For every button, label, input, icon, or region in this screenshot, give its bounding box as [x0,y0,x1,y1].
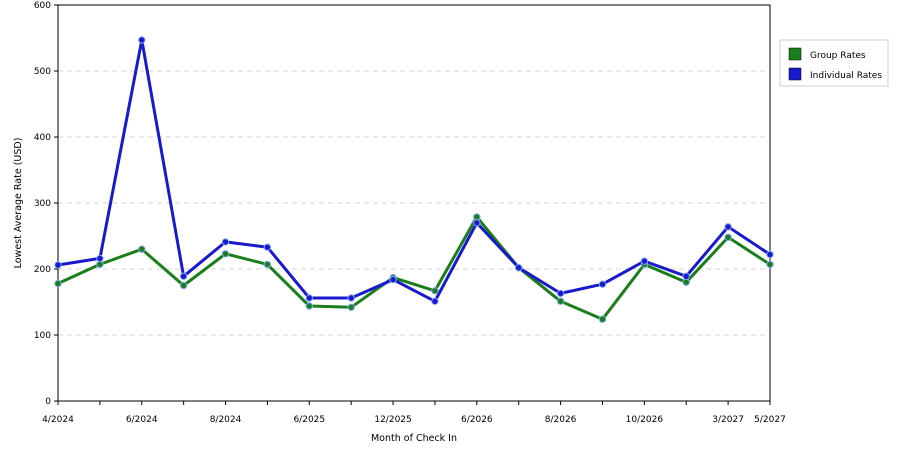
data-point-individual-rates [682,272,690,280]
y-tick-label: 100 [34,331,51,341]
data-point-individual-rates [263,243,272,251]
y-tick-label: 300 [34,199,51,209]
data-point-individual-rates [556,289,565,298]
data-point-individual-rates [54,261,62,269]
x-tick-label: 6/2026 [461,415,493,425]
data-point-group-rates [138,245,146,253]
y-tick-label: 400 [34,133,51,143]
y-tick-label: 200 [34,265,51,275]
axes: 0 100 200 300 400 500 600 4/2024 6/2024 8/2024 6/2… [34,1,786,425]
legend-swatch [788,67,802,81]
x-axis-title: Month of Check In [371,433,457,444]
y-axis-title: Lowest Average Rate (USD) [13,138,24,269]
data-point-group-rates [263,260,272,269]
x-tick-label: 5/2027 [754,415,786,425]
data-point-group-rates [347,303,355,311]
data-point-individual-rates [766,250,774,259]
x-tick-label: 6/2024 [126,415,158,425]
legend-label: Group Rates [810,51,866,61]
data-point-group-rates [724,233,732,242]
data-point-individual-rates [179,272,188,280]
series-line-individual-rates [56,38,772,303]
x-tick-label: 3/2027 [712,415,744,425]
data-point-individual-rates [389,275,397,284]
series-markers [54,36,774,323]
data-point-individual-rates [473,219,481,227]
x-tick-label: 8/2026 [545,415,577,425]
data-point-group-rates [54,279,62,288]
data-point-group-rates [179,281,188,290]
data-point-individual-rates [431,297,439,305]
data-point-individual-rates [96,254,104,263]
x-tick-label: 6/2025 [293,415,325,425]
series-line-group-rates [56,215,772,321]
data-point-group-rates [221,250,230,258]
series-lines [56,38,772,321]
x-tick-label: 4/2024 [42,415,74,425]
data-point-individual-rates [640,257,649,265]
data-point-group-rates [96,260,104,269]
data-point-group-rates [766,260,774,269]
data-point-individual-rates [515,264,523,272]
data-point-group-rates [598,315,607,323]
data-point-individual-rates [598,280,607,288]
data-point-individual-rates [724,223,732,231]
data-point-group-rates [556,297,565,305]
y-tick-label: 0 [45,397,51,407]
data-point-group-rates [431,287,439,295]
data-point-individual-rates [138,36,146,44]
legend-swatch [788,47,802,61]
y-tick-label: 600 [34,1,51,11]
y-tick-label: 500 [34,67,51,77]
grid-lines [58,70,770,336]
data-point-individual-rates [305,294,313,302]
legend: Group Rates Individual Rates [779,39,889,87]
legend-label: Individual Rates [810,71,882,81]
data-point-individual-rates [221,238,230,246]
x-tick-label: 12/2025 [374,415,411,425]
x-tick-label: 8/2024 [210,415,242,425]
data-point-individual-rates [347,294,355,302]
data-point-group-rates [305,302,313,310]
x-tick-label: 10/2026 [626,415,664,425]
